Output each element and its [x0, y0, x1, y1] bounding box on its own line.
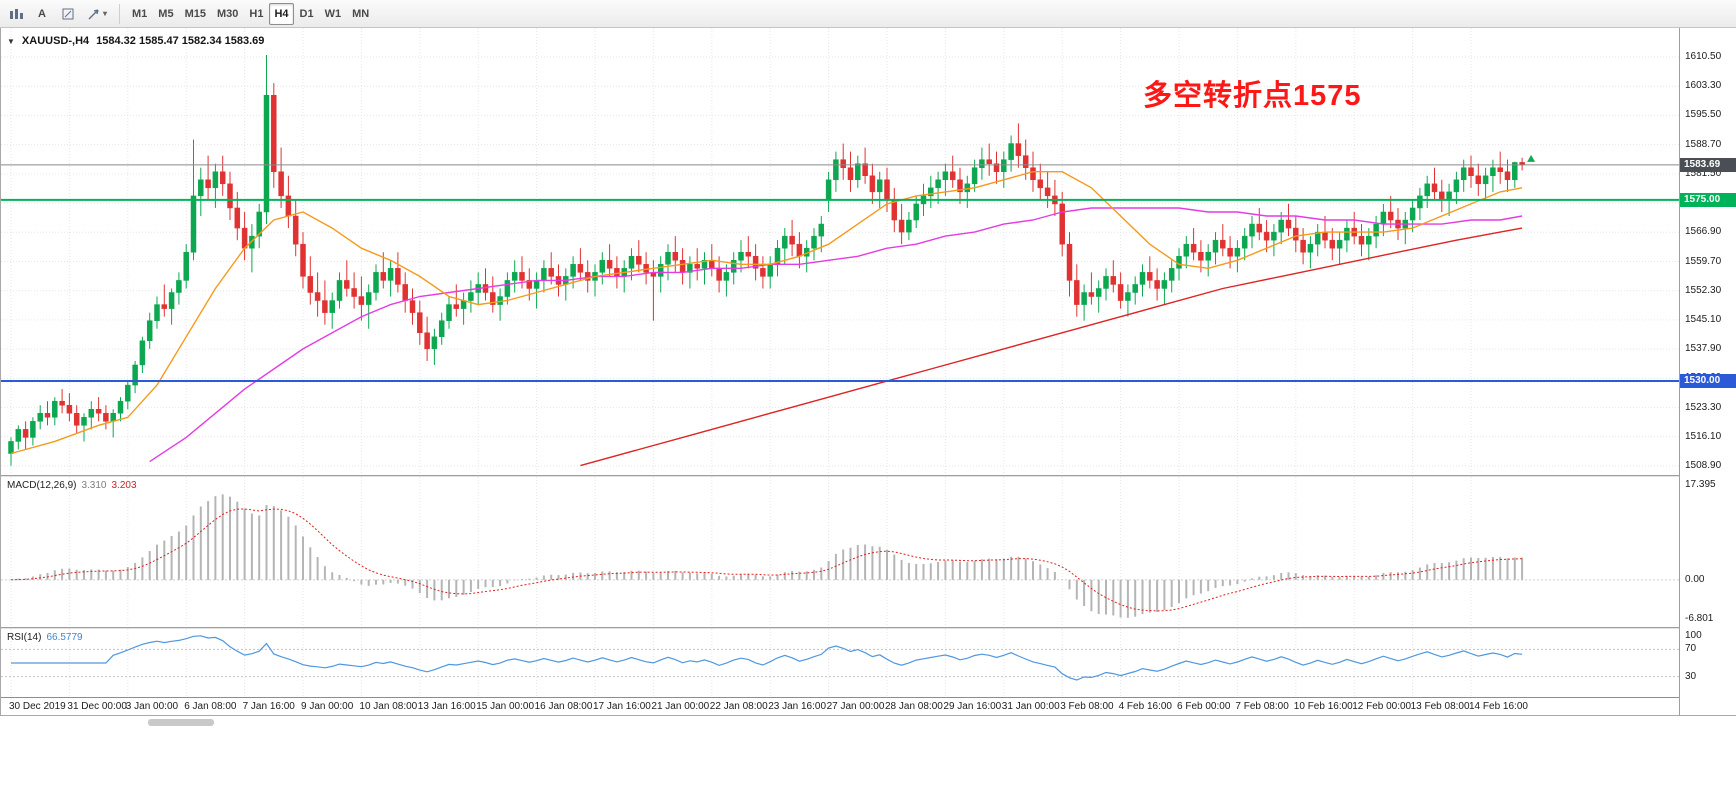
bar-chart-icon	[9, 7, 23, 21]
timeframe-w1-button[interactable]: W1	[320, 3, 347, 25]
time-axis-label: 7 Jan 16:00	[242, 701, 295, 712]
time-axis[interactable]: 30 Dec 2019 31 Dec 00:00 3 Jan 00:00 6 Jan …	[1, 697, 1679, 715]
rsi-value: 66.5779	[46, 632, 83, 643]
price-axis-label: 1508.90	[1685, 460, 1722, 471]
time-axis-label: 29 Jan 16:00	[943, 701, 1002, 712]
price-scale[interactable]: 1610.501603.301595.501588.701581.501574.…	[1679, 28, 1736, 715]
font-tool-button[interactable]: A	[30, 3, 54, 25]
chevron-down-icon: ▾	[103, 9, 108, 18]
macd-chart[interactable]	[1, 477, 1679, 625]
time-axis-label: 10 Jan 08:00	[359, 701, 418, 712]
crosshair-arrows-icon	[87, 7, 101, 21]
rsi-indicator-label: RSI(14) 66.5779	[7, 632, 83, 643]
time-axis-label: 16 Jan 08:00	[534, 701, 593, 712]
time-axis-label: 13 Feb 08:00	[1410, 701, 1470, 712]
price-axis-label: 1566.90	[1685, 226, 1722, 238]
price-axis-label: 1581.50	[1685, 167, 1722, 179]
current-price-badge: 1583.69	[1680, 157, 1736, 172]
time-axis-label: 3 Feb 08:00	[1060, 701, 1114, 712]
price-axis-label: 1559.70	[1685, 255, 1722, 267]
price-badge-1575.00: 1575.00	[1680, 192, 1736, 207]
macd-indicator-label: MACD(12,26,9) 3.310 3.203	[7, 480, 137, 491]
price-axis-label: 1588.70	[1685, 138, 1722, 150]
time-axis-label: 6 Jan 08:00	[184, 701, 237, 712]
mt4-window: A ▾ M1 M5 M15 M30 H1 H4 D1 W1 MN ▼ XAUUSD-,H4 15…	[0, 0, 1736, 730]
price-axis-label: 1537.90	[1685, 343, 1722, 355]
time-axis-label: 7 Feb 08:00	[1235, 701, 1289, 712]
time-axis-label: 31 Jan 00:00	[1001, 701, 1060, 712]
toolbar: A ▾ M1 M5 M15 M30 H1 H4 D1 W1 MN	[0, 0, 1736, 28]
time-axis-label: 30 Dec 2019	[9, 701, 66, 712]
timeframe-m15-button[interactable]: M15	[180, 3, 211, 25]
price-axis-label: 1523.30	[1685, 401, 1722, 413]
price-axis-label: 1552.30	[1685, 284, 1722, 296]
macd-scale-zero: 0.00	[1685, 573, 1705, 585]
time-axis-label: 28 Jan 08:00	[885, 701, 943, 712]
time-axis-label: 13 Jan 16:00	[417, 701, 476, 712]
macd-scale-min: -6.801	[1685, 613, 1714, 624]
collapse-triangle-icon[interactable]: ▼	[7, 36, 15, 46]
rsi-scale-30: 30	[1685, 670, 1697, 682]
timeframe-h1-button[interactable]: H1	[244, 3, 268, 25]
cursor-tool-button[interactable]: ▾	[82, 3, 112, 25]
time-axis-label: 4 Feb 16:00	[1118, 701, 1172, 712]
chart-annotation-text[interactable]: 多空转折点1575	[1143, 80, 1362, 112]
price-axis-label: 1516.10	[1685, 430, 1722, 442]
panel-separator-macd[interactable]	[1, 475, 1736, 477]
font-tool-label: A	[38, 7, 46, 20]
horizontal-scrollbar	[0, 716, 1736, 730]
macd-main-value: 3.310	[81, 480, 107, 491]
macd-signal-value: 3.203	[111, 480, 137, 491]
time-axis-label: 12 Feb 00:00	[1352, 701, 1412, 712]
time-axis-label: 31 Dec 00:00	[67, 701, 127, 712]
h-scrollbar-thumb[interactable]	[148, 719, 214, 726]
time-axis-label: 15 Jan 00:00	[476, 701, 535, 712]
time-axis-label: 21 Jan 00:00	[651, 701, 710, 712]
timeframe-m5-button[interactable]: M5	[153, 3, 178, 25]
panel-separator-rsi[interactable]	[1, 627, 1736, 629]
time-axis-label: 3 Jan 00:00	[125, 701, 179, 712]
timeframe-m1-button[interactable]: M1	[127, 3, 152, 25]
bar-chart-tool-button[interactable]	[4, 3, 28, 25]
price-chart-panel[interactable]: ▼ XAUUSD-,H4 1584.32 1585.47 1582.34 158…	[1, 28, 1679, 475]
time-axis-label: 14 Feb 16:00	[1469, 701, 1528, 712]
candlestick-chart[interactable]	[1, 28, 1679, 475]
timeframe-h4-button[interactable]: H4	[269, 2, 294, 25]
price-axis-label: 1595.50	[1685, 109, 1722, 121]
object-box-icon	[61, 7, 75, 21]
ohlc-values: 1584.32 1585.47 1582.34 1583.69	[96, 35, 265, 47]
chart-title: ▼ XAUUSD-,H4 1584.32 1585.47 1582.34 158…	[7, 35, 264, 47]
rsi-panel[interactable]: RSI(14) 66.5779	[1, 629, 1679, 697]
object-tool-button[interactable]	[56, 3, 80, 25]
rsi-chart[interactable]	[1, 629, 1679, 697]
time-axis-label: 23 Jan 16:00	[768, 701, 827, 712]
price-axis-label: 1603.30	[1685, 80, 1722, 92]
time-axis-label: 17 Jan 16:00	[593, 701, 651, 712]
timeframe-m30-button[interactable]: M30	[212, 3, 243, 25]
price-axis-label: 1545.10	[1685, 313, 1722, 325]
rsi-scale-70: 70	[1685, 643, 1697, 655]
time-axis-label: 6 Feb 00:00	[1177, 701, 1231, 712]
toolbar-separator	[119, 3, 121, 24]
macd-name: MACD(12,26,9)	[7, 480, 77, 491]
time-axis-label: 9 Jan 00:00	[301, 701, 354, 712]
chart-window: ▼ XAUUSD-,H4 1584.32 1585.47 1582.34 158…	[0, 28, 1736, 716]
time-axis-label: 27 Jan 00:00	[826, 701, 885, 712]
timeframe-mn-button[interactable]: MN	[347, 3, 374, 25]
timeframe-d1-button[interactable]: D1	[295, 3, 319, 25]
symbol-timeframe-label: XAUUSD-,H4	[21, 35, 90, 47]
rsi-scale-100: 100	[1685, 630, 1702, 641]
rsi-name: RSI(14)	[7, 632, 42, 643]
macd-panel[interactable]: MACD(12,26,9) 3.310 3.203	[1, 477, 1679, 625]
price-badge-1530.00: 1530.00	[1680, 374, 1736, 389]
timeframe-group: M1 M5 M15 M30 H1 H4 D1 W1 MN	[127, 2, 374, 25]
macd-scale-max: 17.395	[1685, 479, 1716, 490]
time-axis-label: 10 Feb 16:00	[1293, 701, 1353, 712]
price-axis-label: 1610.50	[1685, 51, 1722, 62]
time-axis-label: 22 Jan 08:00	[709, 701, 768, 712]
